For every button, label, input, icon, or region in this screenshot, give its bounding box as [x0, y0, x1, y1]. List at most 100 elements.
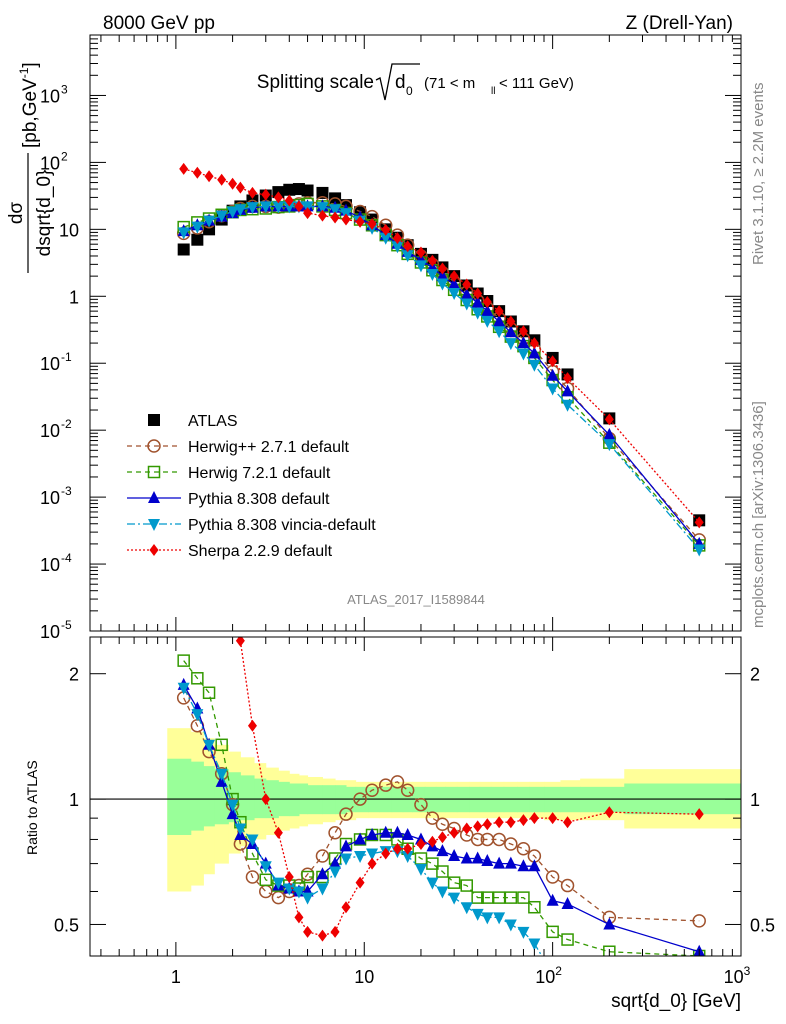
- sherpa-point: [341, 213, 351, 226]
- sherpa-ratio-point: [367, 857, 377, 870]
- vincia-ratio-point: [234, 823, 247, 836]
- pythia-ratio-point: [517, 859, 530, 872]
- sherpa-ratio-point: [403, 842, 413, 855]
- herwig7-ratio-point: [426, 857, 439, 870]
- sherpa-ratio-point: [604, 806, 614, 819]
- sherpa-point: [482, 296, 492, 309]
- vincia-ratio-point: [517, 926, 530, 939]
- sherpa-point: [317, 209, 327, 222]
- herwig7-ratio-point: [471, 891, 484, 904]
- vincia-ratio-point: [191, 709, 204, 722]
- ratio-series-pythia: [177, 677, 705, 956]
- legend-marker-herwig7: [147, 465, 161, 479]
- y-tick-label: 103: [40, 82, 68, 106]
- band-inner-bin: [167, 758, 192, 835]
- sherpa-ratio-point: [179, 281, 188, 293]
- pythia-ratio-point: [316, 867, 329, 880]
- herwig7-ratio-line: [183, 660, 700, 956]
- sherpa-point: [403, 240, 413, 253]
- pythia-ratio-point: [528, 859, 541, 872]
- herwig7-ratio-point: [460, 879, 473, 892]
- ratio-series-sherpa: [179, 281, 704, 942]
- band-inner-bin: [289, 783, 300, 817]
- herwigpp-ratio-point: [414, 797, 428, 812]
- herwigpp-ratio-point: [365, 783, 379, 798]
- sherpa-point: [604, 413, 614, 426]
- vincia-ratio-point: [226, 799, 239, 812]
- vincia-ratio-point: [354, 851, 367, 864]
- upper-series-layer: [176, 162, 706, 557]
- plot-title-main: Splitting scale: [257, 72, 374, 93]
- y-label-unit: [pb,GeV-1]: [17, 62, 41, 148]
- pythia-point: [460, 287, 473, 300]
- sherpa-ratio-point: [529, 812, 539, 825]
- sherpa-point: [381, 223, 391, 236]
- sherpa-point: [179, 162, 189, 175]
- herwigpp-ratio-point: [470, 832, 485, 847]
- sherpa-ratio-point: [381, 847, 391, 860]
- vincia-point: [436, 278, 449, 291]
- y-tick-exponent: -5: [61, 618, 72, 632]
- vincia-point: [561, 399, 574, 412]
- legend-item-4: Pythia 8.308 vincia-default: [127, 517, 376, 534]
- pythia-point: [471, 295, 484, 308]
- y-tick-exponent: 2: [61, 149, 68, 163]
- herwigpp-ratio-point: [353, 792, 367, 806]
- ratio-y-tick-label: 2: [69, 665, 79, 685]
- upper-plot-frame: [89, 34, 742, 632]
- x-axis-label: sqrt{d_0} [GeV]: [611, 991, 741, 1012]
- herwigpp-ratio-point: [315, 849, 330, 863]
- vincia-ratio-point: [292, 886, 305, 899]
- sherpa-point: [506, 315, 516, 328]
- vincia-ratio-point: [493, 912, 506, 925]
- sherpa-ratio-point: [294, 911, 304, 924]
- atlas-point: [191, 233, 204, 246]
- herwigpp-ratio-point: [435, 817, 450, 832]
- vincia-ratio-point: [448, 892, 461, 905]
- pythia-ratio-point: [226, 807, 239, 820]
- sqrt-d-subscript: 0: [406, 84, 413, 98]
- legend-item-0: ATLAS: [148, 413, 238, 430]
- pythia-ratio-point: [354, 832, 367, 845]
- x-tick-label: 102: [535, 964, 562, 987]
- sherpa-ratio-point: [462, 822, 472, 835]
- legend-item-1: Herwig++ 2.7.1 default: [127, 439, 350, 456]
- legend-label-5: Sherpa 2.2.9 default: [188, 543, 333, 560]
- pythia-ratio-point: [471, 851, 484, 864]
- band-inner-bin: [190, 761, 204, 831]
- sherpa-point: [330, 211, 340, 224]
- legend-label-3: Pythia 8.308 default: [188, 491, 330, 508]
- vincia-point: [471, 307, 484, 320]
- sherpa-point: [392, 232, 402, 245]
- vincia-ratio-point: [203, 739, 216, 752]
- legend-marker-vincia: [148, 519, 160, 531]
- vincia-point: [177, 227, 190, 240]
- plot-title-ll: ll: [491, 86, 495, 97]
- sherpa-point: [449, 270, 459, 283]
- sherpa-ratio-point: [416, 838, 426, 851]
- vincia-point: [316, 202, 329, 215]
- atlas-point: [177, 243, 190, 256]
- vincia-point: [528, 359, 541, 372]
- sherpa-ratio-point: [193, 377, 202, 389]
- pythia-ratio-point: [493, 856, 506, 869]
- pythia-ratio-point: [504, 856, 517, 869]
- herwig7-ratio-point: [517, 891, 530, 904]
- sqrt-d-label: d: [395, 72, 406, 93]
- sherpa-point: [235, 181, 245, 194]
- ratio-series-layer: [176, 281, 706, 956]
- sherpa-point: [303, 207, 313, 220]
- herwig7-ratio-point: [447, 876, 461, 889]
- sherpa-ratio-point: [563, 816, 573, 829]
- sherpa-ratio-point: [548, 812, 558, 825]
- upper-series-5: [179, 162, 704, 529]
- herwigpp-ratio-line: [183, 697, 700, 922]
- vincia-point: [391, 241, 404, 254]
- pythia-ratio-point: [215, 774, 228, 787]
- sherpa-point: [217, 173, 227, 186]
- herwig7-ratio-point: [202, 686, 216, 700]
- herwig7-ratio-point: [603, 945, 616, 956]
- y-tick-exponent: -2: [61, 417, 72, 431]
- sherpa-ratio-point: [427, 835, 437, 848]
- vincia-point: [504, 338, 517, 351]
